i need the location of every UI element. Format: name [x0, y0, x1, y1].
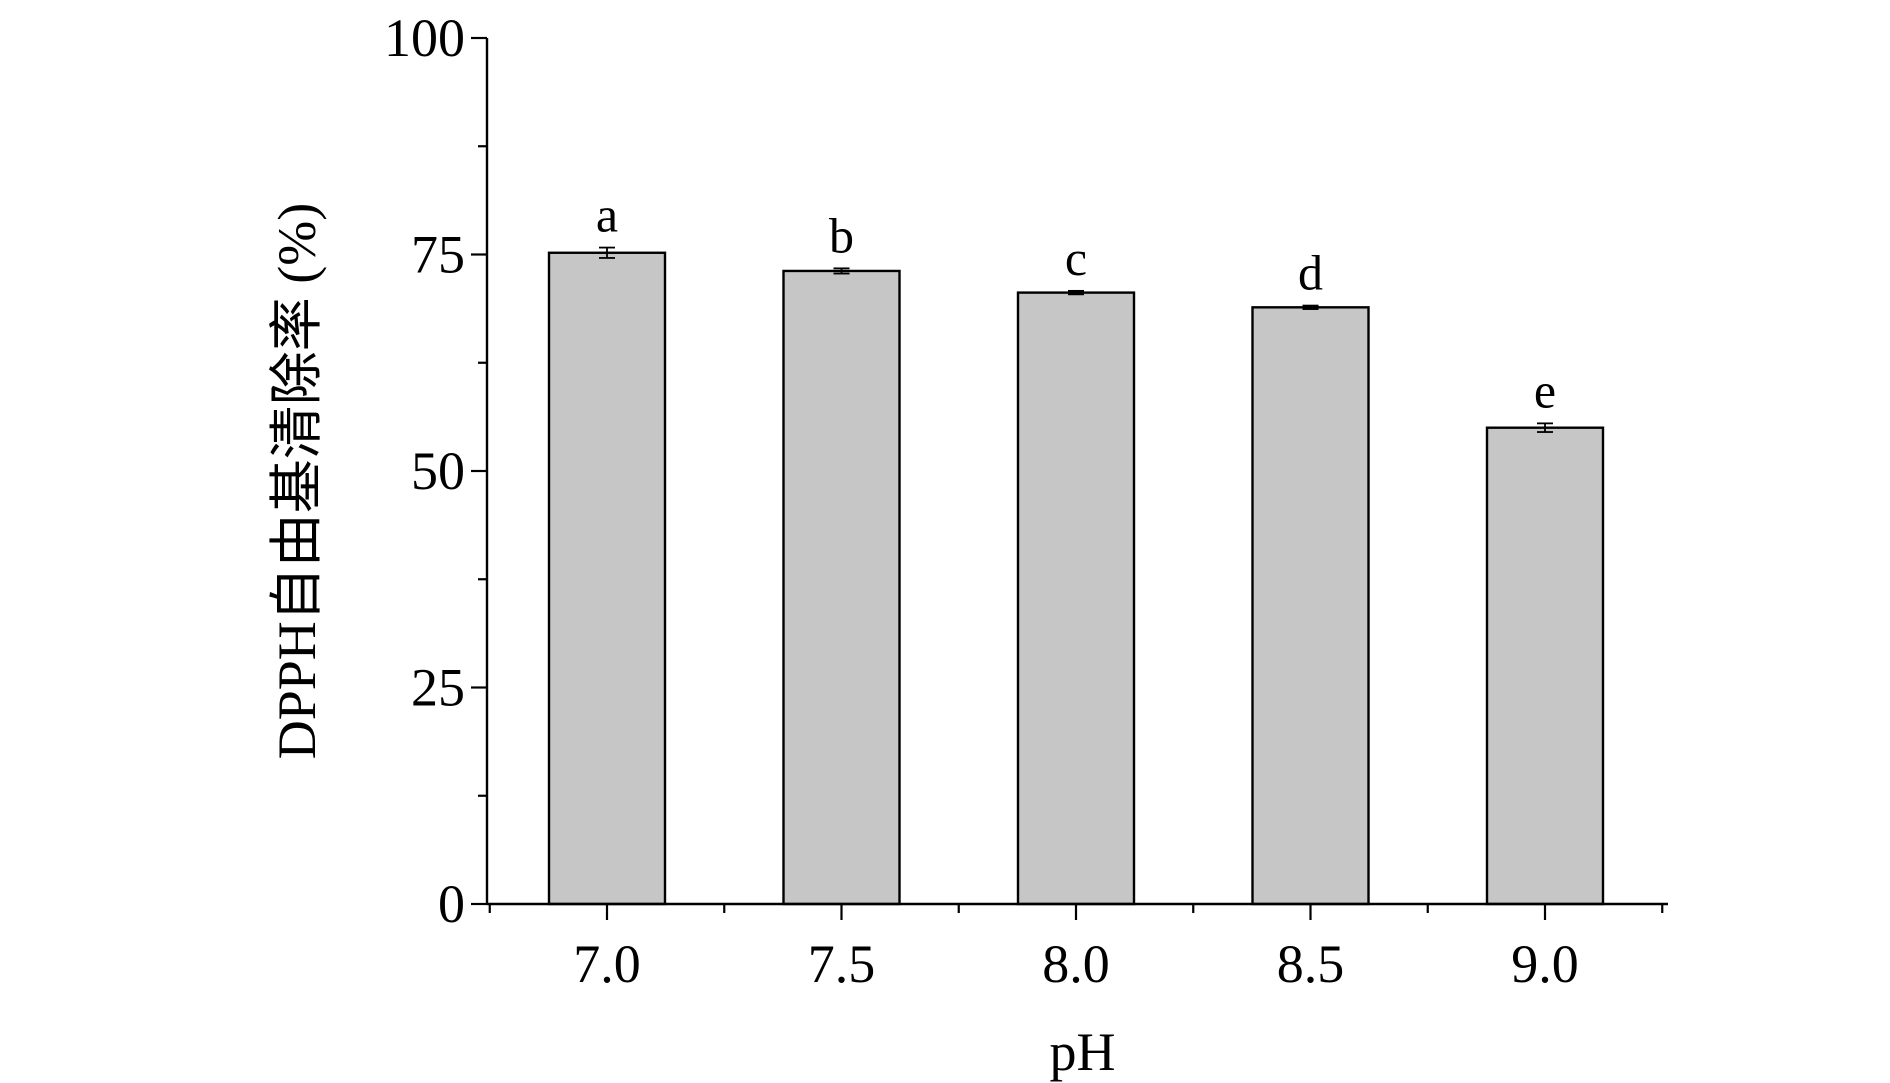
y-tick-label: 50 — [411, 441, 465, 501]
y-tick-label: 25 — [411, 658, 465, 718]
y-tick-label: 0 — [438, 874, 465, 934]
bar — [1016, 291, 1136, 906]
y-tick-label: 75 — [411, 225, 465, 285]
y-axis-ticks: 0 25 50 75 100 — [384, 8, 487, 934]
significance-letter: e — [1534, 362, 1556, 418]
x-tick-label: 7.0 — [573, 934, 641, 994]
x-axis-ticks: 7.0 7.5 8.0 8.5 9.0 — [488, 904, 1664, 994]
bar — [1251, 306, 1370, 906]
significance-letter: b — [829, 207, 854, 263]
significance-letter: c — [1065, 230, 1087, 286]
bars: a b c d e — [547, 187, 1605, 906]
bar — [1485, 426, 1605, 906]
y-tick-label: 100 — [384, 8, 465, 68]
y-axis-label: DPPH自由基清除率 (%) — [267, 203, 327, 760]
x-axis-label: pH — [1050, 1022, 1116, 1082]
x-tick-label: 7.5 — [808, 934, 876, 994]
x-tick-label: 9.0 — [1511, 934, 1579, 994]
significance-letter: a — [596, 187, 618, 243]
bar — [782, 269, 901, 906]
bar — [547, 251, 667, 906]
x-tick-label: 8.0 — [1042, 934, 1110, 994]
significance-letter: d — [1298, 245, 1323, 301]
x-tick-label: 8.5 — [1277, 934, 1345, 994]
